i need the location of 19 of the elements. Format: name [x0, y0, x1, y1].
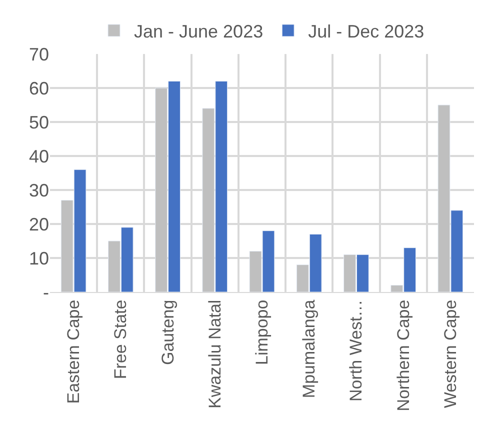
y-tick-label: 20 [28, 214, 49, 234]
x-tick-label: Northern Cape [394, 300, 413, 412]
y-tick-label: 40 [28, 146, 49, 166]
x-tick-label: Kwazulu Natal [205, 300, 224, 408]
legend-label: Jul - Dec 2023 [308, 21, 424, 42]
y-tick-label: - [43, 282, 49, 302]
x-tick-label: North West… [346, 300, 366, 402]
x-tick-label: Gauteng [158, 300, 178, 366]
y-tick-label: 30 [28, 180, 49, 200]
x-tick-label: Limpopo [252, 300, 272, 366]
x-tick-label: Free State [111, 300, 130, 380]
legend-label: Jan - June 2023 [134, 21, 264, 42]
y-tick-label: 10 [28, 248, 49, 268]
x-tick-label: Eastern Cape [64, 300, 84, 404]
y-tick-label: 60 [28, 78, 49, 98]
y-tick-label: 50 [28, 112, 49, 132]
y-tick-label: 70 [28, 44, 49, 64]
x-tick-label: Western Cape [440, 300, 460, 408]
x-tick-label: Mpumalanga [300, 299, 319, 398]
